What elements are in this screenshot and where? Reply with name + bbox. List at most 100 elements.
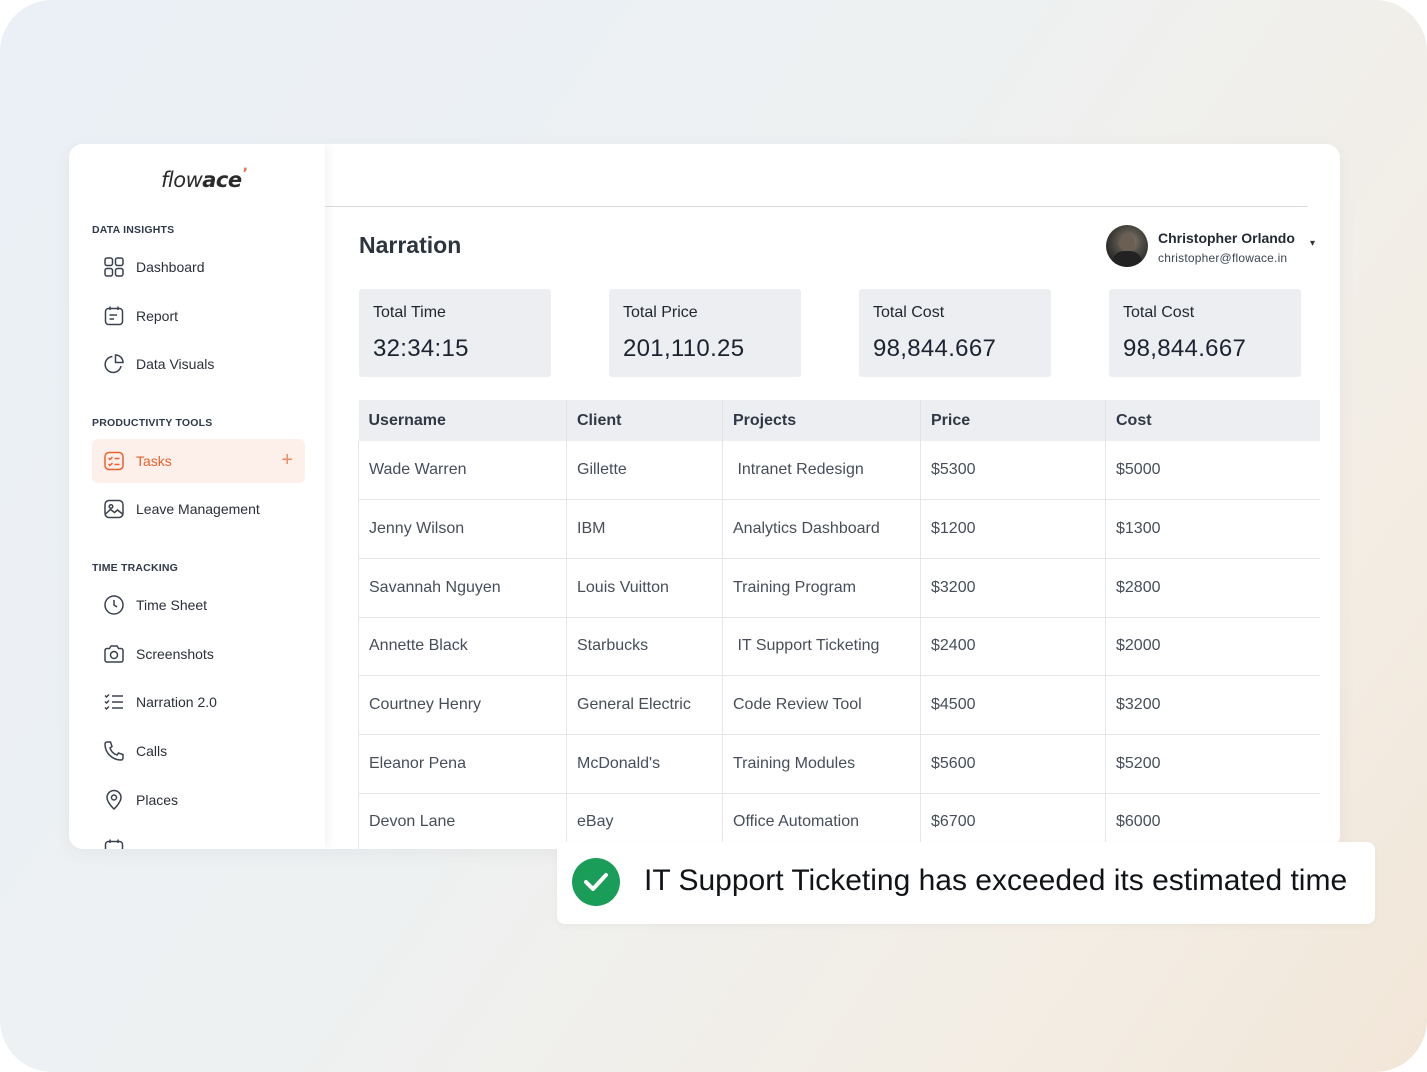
column-header-cost[interactable]: Cost (1105, 400, 1320, 441)
sidebar-item-tasks[interactable]: Tasks + (92, 439, 305, 483)
cell-price: $3200 (920, 558, 1106, 618)
cell-price: $5300 (920, 441, 1106, 501)
stat-card-total-price: Total Price 201,110.25 (609, 289, 801, 377)
sidebar-item-places[interactable]: Places (92, 778, 305, 822)
column-header-projects[interactable]: Projects (722, 400, 921, 441)
column-header-price[interactable]: Price (920, 400, 1106, 441)
cell-cost: $5000 (1105, 441, 1320, 501)
cell-cost: $3200 (1105, 675, 1320, 735)
table-row[interactable]: Jenny Wilson IBM Analytics Dashboard $1200 $… (358, 499, 1320, 559)
sidebar-item-report[interactable]: Report (92, 294, 305, 338)
cell-client: Starbucks (566, 617, 723, 677)
stat-value: 32:34:15 (373, 335, 469, 362)
cell-client: IBM (566, 499, 723, 559)
table-row[interactable]: Courtney Henry General Electric Code Revie… (358, 675, 1320, 735)
header-divider (325, 206, 1308, 207)
cell-project: Intranet Redesign (722, 441, 921, 501)
sidebar-item-time-sheet[interactable]: Time Sheet (92, 583, 305, 627)
table-header-row: Username Client Projects Price Cost (358, 400, 1320, 441)
stat-value: 201,110.25 (623, 335, 745, 362)
table-row[interactable]: Eleanor Pena McDonald's Training Modules $5… (358, 734, 1320, 794)
report-icon (102, 304, 126, 328)
toast-message: IT Support Ticketing has exceeded its es… (644, 864, 1348, 897)
cell-project: Office Automation (722, 793, 921, 849)
cell-username: Jenny Wilson (358, 499, 567, 559)
user-name: Christopher Orlando (1158, 230, 1295, 246)
check-circle-icon (572, 858, 620, 906)
stat-label: Total Price (623, 304, 698, 321)
cell-project: Training Modules (722, 734, 921, 794)
cell-cost: $6000 (1105, 793, 1320, 849)
pie-chart-icon (102, 352, 126, 376)
cell-client: Louis Vuitton (566, 558, 723, 618)
sidebar: flowaceʼ DATA INSIGHTS Dashboard Report … (69, 144, 325, 849)
cell-price: $2400 (920, 617, 1106, 677)
chevron-down-icon[interactable]: ▾ (1310, 238, 1316, 249)
table-row[interactable]: Wade Warren Gillette Intranet Redesign $53… (358, 441, 1320, 501)
cell-cost: $2000 (1105, 617, 1320, 677)
cell-client: McDonald's (566, 734, 723, 794)
sidebar-item-screenshots[interactable]: Screenshots (92, 632, 305, 676)
column-header-client[interactable]: Client (566, 400, 723, 441)
cell-project: IT Support Ticketing (722, 617, 921, 677)
cell-username: Annette Black (358, 617, 567, 677)
sidebar-item-more[interactable] (92, 827, 305, 849)
sidebar-item-calls[interactable]: Calls (92, 729, 305, 773)
stat-card-total-time: Total Time 32:34:15 (359, 289, 551, 377)
calendar-icon (102, 837, 126, 849)
cell-username: Savannah Nguyen (358, 558, 567, 618)
sidebar-item-label: Data Visuals (136, 356, 215, 372)
phone-icon (102, 739, 126, 763)
cell-username: Devon Lane (358, 793, 567, 849)
flowace-logo[interactable]: flowaceʼ (161, 166, 248, 192)
checklist-icon (102, 690, 126, 714)
stat-label: Total Time (373, 304, 446, 321)
clock-icon (102, 593, 126, 617)
user-email: christopher@flowace.in (1158, 251, 1288, 265)
cell-client: Gillette (566, 441, 723, 501)
sidebar-item-label: Report (136, 308, 179, 324)
notification-toast[interactable]: IT Support Ticketing has exceeded its es… (557, 842, 1375, 924)
column-header-username[interactable]: Username (358, 400, 567, 441)
cell-price: $6700 (920, 793, 1106, 849)
cell-cost: $1300 (1105, 499, 1320, 559)
user-menu[interactable]: Christopher Orlando christopher@flowace.… (1106, 224, 1321, 270)
narration-table: Username Client Projects Price Cost Wade… (358, 400, 1320, 849)
cell-project: Analytics Dashboard (722, 499, 921, 559)
sidebar-item-label: Time Sheet (136, 597, 208, 613)
stat-value: 98,844.667 (873, 335, 997, 362)
cell-price: $5600 (920, 734, 1106, 794)
tasks-icon (102, 449, 126, 473)
sidebar-item-narration[interactable]: Narration 2.0 (92, 680, 305, 724)
cell-cost: $5200 (1105, 734, 1320, 794)
section-title-time-tracking: TIME TRACKING (92, 562, 179, 574)
location-pin-icon (102, 788, 126, 812)
sidebar-item-label: Leave Management (136, 501, 260, 517)
cell-username: Wade Warren (358, 441, 567, 501)
sidebar-item-dashboard[interactable]: Dashboard (92, 245, 305, 289)
cell-price: $4500 (920, 675, 1106, 735)
image-icon (102, 497, 126, 521)
stat-card-total-cost-2: Total Cost 98,844.667 (1109, 289, 1301, 377)
cell-project: Code Review Tool (722, 675, 921, 735)
stat-label: Total Cost (873, 304, 945, 321)
grid-icon (102, 255, 126, 279)
stat-label: Total Cost (1123, 304, 1195, 321)
sidebar-item-label: Places (136, 792, 179, 808)
table-row[interactable]: Devon Lane eBay Office Automation $6700 $600… (358, 793, 1320, 849)
cell-price: $1200 (920, 499, 1106, 559)
sidebar-item-leave-management[interactable]: Leave Management (92, 487, 305, 531)
stat-card-total-cost: Total Cost 98,844.667 (859, 289, 1051, 377)
sidebar-item-label: Tasks (136, 453, 172, 469)
sidebar-item-data-visuals[interactable]: Data Visuals (92, 342, 305, 386)
cell-client: General Electric (566, 675, 723, 735)
cell-username: Eleanor Pena (358, 734, 567, 794)
table-row[interactable]: Annette Black Starbucks IT Support Ticket… (358, 617, 1320, 677)
sidebar-item-label: Dashboard (136, 259, 205, 275)
app-window: flowaceʼ DATA INSIGHTS Dashboard Report … (69, 144, 1340, 849)
sidebar-item-label: Calls (136, 743, 168, 759)
table-row[interactable]: Savannah Nguyen Louis Vuitton Training Pro… (358, 558, 1320, 618)
cell-cost: $2800 (1105, 558, 1320, 618)
add-task-button[interactable]: + (281, 449, 293, 471)
page-title: Narration (359, 232, 462, 258)
